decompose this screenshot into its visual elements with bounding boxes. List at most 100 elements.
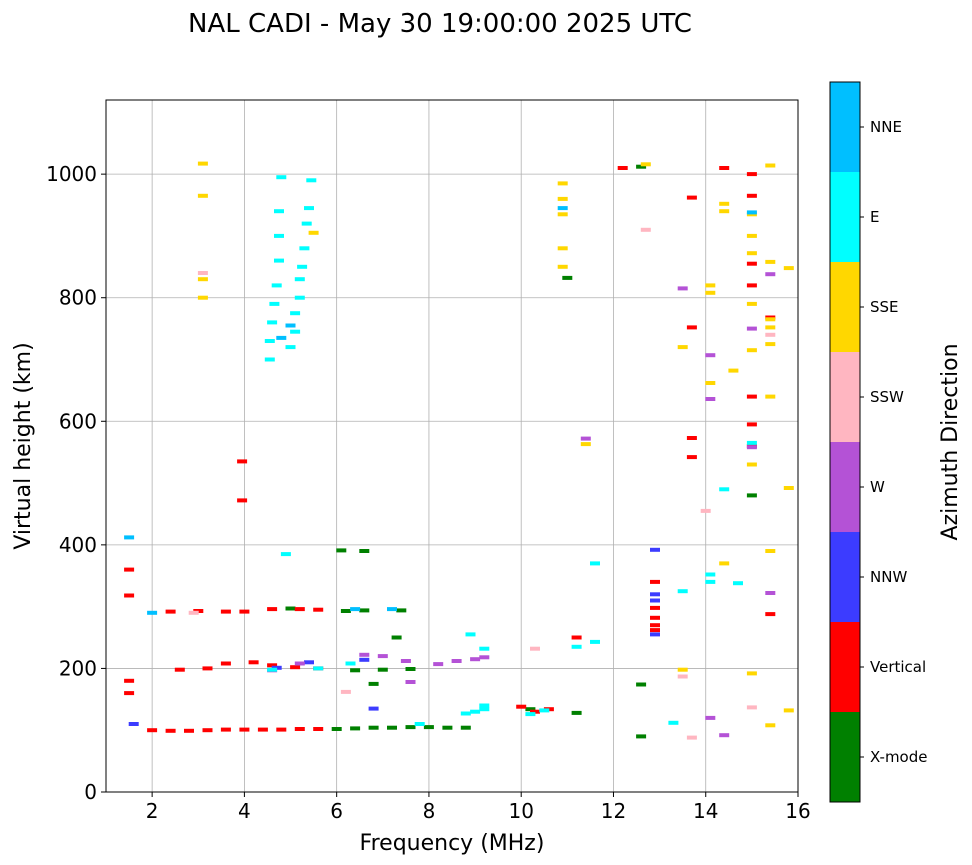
x-axis-label: Frequency (MHz) xyxy=(360,831,545,856)
data-point-sse xyxy=(557,264,568,269)
data-point-vertical xyxy=(220,609,231,614)
data-point-vertical xyxy=(686,325,697,330)
data-point-w xyxy=(405,680,416,684)
data-point-x-mode xyxy=(460,725,471,730)
data-point-e xyxy=(719,487,730,492)
data-point-e xyxy=(274,233,284,238)
data-point-vertical xyxy=(719,166,730,170)
data-point-x-mode xyxy=(391,635,402,640)
data-point-x-mode xyxy=(387,725,397,730)
colorbar-segment xyxy=(830,442,860,532)
data-point-e xyxy=(460,711,471,716)
data-point-e xyxy=(668,720,679,725)
data-point-sse xyxy=(557,246,568,251)
data-point-vertical xyxy=(237,498,248,503)
data-point-sse xyxy=(705,290,716,295)
data-point-vertical xyxy=(650,605,660,610)
data-point-vertical xyxy=(165,728,176,733)
data-point-sse xyxy=(719,201,730,206)
data-point-x-mode xyxy=(423,725,434,730)
data-point-e xyxy=(290,311,301,316)
data-point-sse xyxy=(197,193,208,198)
data-point-ssw xyxy=(188,610,199,615)
data-point-nnw xyxy=(368,706,379,711)
data-point-w xyxy=(400,659,411,663)
data-point-x-mode xyxy=(525,707,536,712)
data-point-e xyxy=(414,722,425,726)
data-point-ssw xyxy=(640,227,651,232)
data-point-sse xyxy=(746,251,757,256)
data-point-ssw xyxy=(677,674,688,679)
data-point-nne xyxy=(746,210,757,215)
data-point-vertical xyxy=(267,607,278,612)
data-point-e xyxy=(297,264,308,269)
data-point-e xyxy=(304,206,314,211)
data-point-e xyxy=(276,175,287,180)
data-point-sse xyxy=(765,394,776,399)
data-point-ssw xyxy=(530,646,540,651)
data-point-nnw xyxy=(128,722,139,726)
data-point-e xyxy=(264,357,275,362)
data-point-sse xyxy=(728,368,739,373)
data-point-vertical xyxy=(530,709,540,714)
chart-title: NAL CADI - May 30 19:00:00 2025 UTC xyxy=(188,9,692,39)
data-point-sse xyxy=(783,266,794,271)
data-point-e xyxy=(705,579,716,584)
data-point-w xyxy=(470,657,481,662)
data-point-nne xyxy=(557,206,568,211)
data-point-sse xyxy=(719,209,730,214)
data-point-vertical xyxy=(124,678,135,683)
y-tick-label: 800 xyxy=(59,286,97,310)
data-point-vertical xyxy=(220,661,231,666)
colorbar-segment xyxy=(830,532,860,622)
data-point-sse xyxy=(746,462,757,467)
data-point-e xyxy=(285,345,296,350)
y-tick-label: 0 xyxy=(84,780,97,804)
data-point-sse xyxy=(580,442,591,447)
data-point-vertical xyxy=(237,459,248,464)
x-axis-ticks: 2 4 6 8 10 12 14 16 xyxy=(146,792,811,823)
x-tick-label: 2 xyxy=(146,799,159,823)
data-point-e xyxy=(470,709,481,714)
data-point-nne xyxy=(276,335,287,340)
colorbar-segment xyxy=(830,82,860,172)
data-point-vertical xyxy=(313,727,324,731)
data-point-nne xyxy=(147,610,158,615)
x-tick-label: 6 xyxy=(330,799,343,823)
data-point-e xyxy=(290,329,301,334)
data-point-x-mode xyxy=(359,549,370,553)
data-point-e xyxy=(274,209,284,214)
data-point-x-mode xyxy=(350,668,361,673)
data-point-w xyxy=(451,659,462,663)
data-point-w xyxy=(479,655,490,660)
data-point-w xyxy=(705,353,716,358)
plot-area xyxy=(106,100,798,792)
data-point-vertical xyxy=(650,615,660,620)
data-point-sse xyxy=(677,667,688,672)
x-tick-label: 10 xyxy=(508,799,533,823)
data-point-vertical xyxy=(239,727,250,732)
data-point-sse xyxy=(197,277,208,282)
data-point-vertical xyxy=(571,635,582,640)
data-point-vertical xyxy=(184,728,194,733)
data-point-sse xyxy=(746,671,757,676)
data-point-e xyxy=(677,589,688,594)
data-point-sse xyxy=(765,317,776,322)
data-point-e xyxy=(705,572,716,577)
data-point-sse xyxy=(765,723,776,728)
colorbar-segment xyxy=(830,172,860,262)
data-point-ssw xyxy=(765,332,776,337)
colorbar-tick-label: Vertical xyxy=(870,658,926,676)
data-point-nnw xyxy=(650,598,660,603)
data-point-x-mode xyxy=(405,725,416,730)
data-point-nne xyxy=(387,607,397,612)
data-point-vertical xyxy=(313,607,324,612)
data-point-sse xyxy=(705,283,716,288)
data-point-vertical xyxy=(746,422,757,427)
y-tick-label: 400 xyxy=(59,533,97,557)
data-point-vertical xyxy=(257,727,268,732)
data-point-sse xyxy=(705,381,716,385)
data-point-vertical xyxy=(165,609,176,614)
colorbar-segment xyxy=(830,622,860,712)
